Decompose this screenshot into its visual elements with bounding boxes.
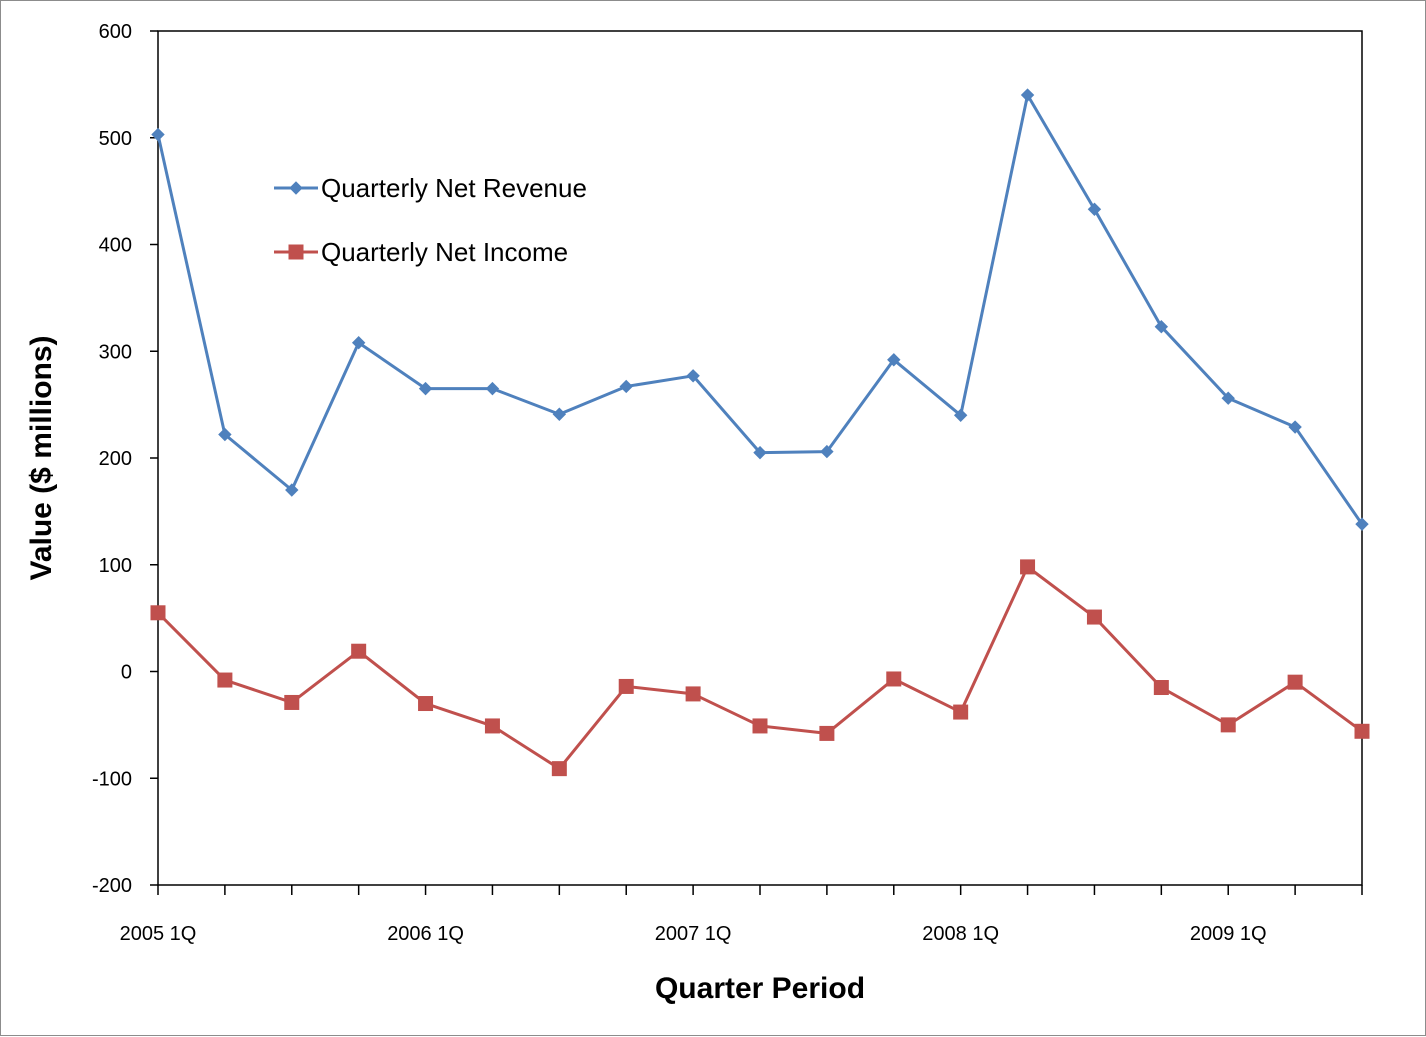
data-point-income [1086,609,1102,625]
y-tick-label: 600 [99,21,132,43]
legend-label: Quarterly Net Income [321,237,568,267]
data-point-revenue [485,381,500,396]
data-point-income [150,605,166,621]
legend-entry-revenue: Quarterly Net Revenue [274,173,587,203]
data-point-revenue [686,369,700,383]
y-tick-label: -200 [92,875,132,897]
data-point-revenue [1355,517,1369,531]
series-income [150,559,1370,777]
data-point-revenue [1020,88,1035,102]
data-point-income [1020,559,1036,575]
data-point-income [418,696,434,712]
data-point-revenue [418,381,433,396]
data-point-income [1354,723,1370,739]
legend-marker [289,181,303,195]
y-axis-title: Value ($ millions) [25,335,58,580]
data-point-revenue [619,379,633,394]
data-point-revenue [953,408,968,423]
y-tick-label: 100 [99,555,132,577]
x-tick-label: 2008 1Q [922,923,999,945]
data-point-income [752,718,768,734]
data-point-income [886,671,902,687]
x-axis-title: Quarter Period [655,972,865,1005]
data-point-income [551,761,567,777]
y-tick-label: 500 [99,128,132,150]
data-point-income [618,678,634,694]
data-point-revenue [151,127,165,142]
data-point-revenue [887,353,901,367]
data-point-revenue [1087,202,1102,216]
legend-marker [288,244,304,260]
y-tick-label: 400 [99,235,132,257]
data-point-revenue [820,444,834,459]
data-point-revenue [351,336,366,350]
data-point-revenue [552,407,567,421]
data-point-income [685,686,701,702]
data-point-income [1287,674,1303,690]
y-tick-label: 0 [121,662,132,684]
data-point-revenue [753,445,767,460]
x-tick-label: 2007 1Q [655,923,732,945]
data-point-revenue [1288,420,1302,434]
x-tick-label: 2006 1Q [387,923,464,945]
data-point-revenue [1221,391,1235,405]
x-tick-label: 2005 1Q [120,923,197,945]
series-layer [150,88,1370,777]
y-tick-label: 300 [99,341,132,363]
data-point-income [819,725,835,741]
y-tick-label: -100 [92,768,132,790]
data-point-revenue [218,427,232,442]
series-revenue [151,88,1369,531]
data-point-income [284,694,300,710]
data-point-income [953,704,969,720]
data-point-income [1153,680,1169,696]
legend: Quarterly Net Revenue Quarterly Net Incom… [274,173,587,267]
data-point-revenue [285,483,299,497]
data-point-revenue [1154,319,1169,334]
y-axis-ticks: -200 -100 0 100 200 300 400 500 600 [92,21,158,897]
data-point-income [351,643,367,659]
y-tick-label: 200 [99,448,132,470]
x-tick-label: 2009 1Q [1190,923,1267,945]
data-point-income [484,718,500,734]
data-point-income [1220,717,1236,733]
data-point-income [217,672,233,688]
legend-label: Quarterly Net Revenue [321,173,587,203]
legend-entry-income: Quarterly Net Income [274,237,568,267]
x-axis-ticks: 2005 1Q 2006 1Q 2007 1Q 2008 1Q 2009 1Q [120,885,1363,945]
